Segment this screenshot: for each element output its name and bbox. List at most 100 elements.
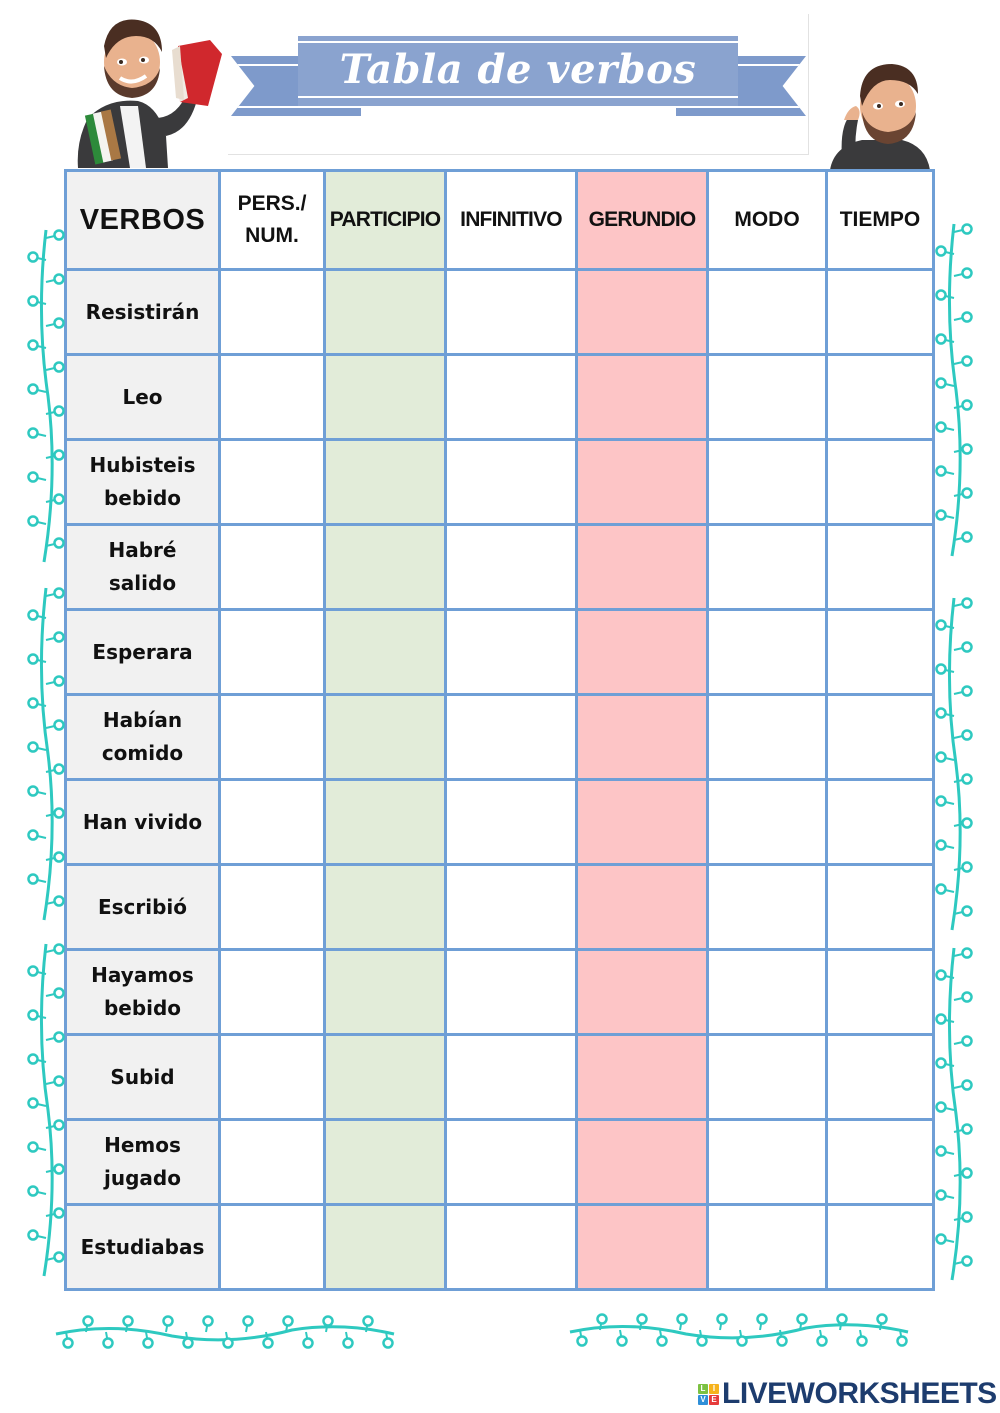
pers-num-input-cell[interactable] [218,693,326,781]
verb-cell: Subid [64,1033,221,1121]
tiempo-input-cell[interactable] [825,438,935,526]
gerundio-input-cell[interactable] [575,523,709,611]
infinitivo-input-cell[interactable] [444,608,578,696]
infinitivo-input-cell[interactable] [444,353,578,441]
verb-line2: jugado [104,1166,181,1190]
infinitivo-input-cell[interactable] [444,778,578,866]
pers-num-input-cell[interactable] [218,353,326,441]
pers-num-input-cell[interactable] [218,863,326,951]
tiempo-input-cell[interactable] [825,948,935,1036]
table-row: Habían comido [64,693,935,781]
modo-input-cell[interactable] [706,1033,828,1121]
participio-input-cell[interactable] [323,1118,447,1206]
infinitivo-input-cell[interactable] [444,1033,578,1121]
gerundio-input-cell[interactable] [575,608,709,696]
gerundio-input-cell[interactable] [575,778,709,866]
modo-input-cell[interactable] [706,1118,828,1206]
modo-input-cell[interactable] [706,1203,828,1291]
infinitivo-input-cell[interactable] [444,268,578,356]
teacher-avatar-reading-icon [77,19,222,168]
pers-num-input-cell[interactable] [218,778,326,866]
participio-input-cell[interactable] [323,778,447,866]
liveworksheets-logo[interactable]: L I V E LIVEWORKSHEETS [698,1377,997,1411]
gerundio-input-cell[interactable] [575,1203,709,1291]
logo-letter-e: E [709,1394,719,1405]
pers-num-input-cell[interactable] [218,1118,326,1206]
pers-num-input-cell[interactable] [218,1203,326,1291]
gerundio-input-cell[interactable] [575,693,709,781]
gerundio-input-cell[interactable] [575,863,709,951]
tiempo-input-cell[interactable] [825,353,935,441]
participio-input-cell[interactable] [323,523,447,611]
infinitivo-input-cell[interactable] [444,948,578,1036]
tiempo-input-cell[interactable] [825,693,935,781]
modo-input-cell[interactable] [706,523,828,611]
participio-input-cell[interactable] [323,1033,447,1121]
participio-input-cell[interactable] [323,353,447,441]
modo-input-cell[interactable] [706,778,828,866]
participio-input-cell[interactable] [323,948,447,1036]
infinitivo-input-cell[interactable] [444,693,578,781]
modo-input-cell[interactable] [706,353,828,441]
participio-input-cell[interactable] [323,438,447,526]
verb-line1: Hemos [104,1133,181,1157]
vine-left-bottom-icon [27,943,65,1277]
table-header-row: VERBOS PERS./ NUM. PARTICIPIO INFINITIVO… [64,169,935,271]
modo-input-cell[interactable] [706,693,828,781]
table-row: Esperara [64,608,935,696]
modo-input-cell[interactable] [706,948,828,1036]
gerundio-input-cell[interactable] [575,438,709,526]
participio-input-cell[interactable] [323,863,447,951]
pers-num-input-cell[interactable] [218,268,326,356]
verb-line1: Habían [102,708,183,732]
gerundio-input-cell[interactable] [575,948,709,1036]
table-row: Hubisteis bebido [64,438,935,526]
participio-input-cell[interactable] [323,608,447,696]
header-gerundio: GERUNDIO [575,169,709,271]
header-participio: PARTICIPIO [323,169,447,271]
pers-num-input-cell[interactable] [218,608,326,696]
gerundio-input-cell[interactable] [575,353,709,441]
infinitivo-input-cell[interactable] [444,1203,578,1291]
tiempo-input-cell[interactable] [825,608,935,696]
participio-input-cell[interactable] [323,1203,447,1291]
pers-num-input-cell[interactable] [218,438,326,526]
logo-letter-l: L [698,1383,708,1394]
tiempo-input-cell[interactable] [825,1118,935,1206]
gerundio-input-cell[interactable] [575,1033,709,1121]
tiempo-input-cell[interactable] [825,778,935,866]
header-pers-line1: PERS./ [237,192,307,215]
modo-input-cell[interactable] [706,268,828,356]
header-pers-line2: NUM. [245,224,299,247]
teacher-avatar-thinking-icon [830,64,930,170]
infinitivo-input-cell[interactable] [444,438,578,526]
table-row: Hayamos bebido [64,948,935,1036]
infinitivo-input-cell[interactable] [444,863,578,951]
tiempo-input-cell[interactable] [825,863,935,951]
modo-input-cell[interactable] [706,438,828,526]
verb-line1: Hayamos [91,963,194,987]
tiempo-input-cell[interactable] [825,1033,935,1121]
tiempo-input-cell[interactable] [825,523,935,611]
tiempo-input-cell[interactable] [825,268,935,356]
title-banner-frame [228,14,809,155]
tiempo-input-cell[interactable] [825,1203,935,1291]
logo-badge-icon: L I V E [698,1383,719,1405]
vine-bottom-right-icon [569,1313,909,1347]
infinitivo-input-cell[interactable] [444,1118,578,1206]
infinitivo-input-cell[interactable] [444,523,578,611]
participio-input-cell[interactable] [323,693,447,781]
gerundio-input-cell[interactable] [575,1118,709,1206]
pers-num-input-cell[interactable] [218,1033,326,1121]
participio-input-cell[interactable] [323,268,447,356]
verbs-table: VERBOS PERS./ NUM. PARTICIPIO INFINITIVO… [64,169,935,1291]
pers-num-input-cell[interactable] [218,948,326,1036]
vine-right-bottom-icon [935,947,973,1281]
modo-input-cell[interactable] [706,863,828,951]
pers-num-input-cell[interactable] [218,523,326,611]
vine-left-middle-icon [27,587,65,921]
verb-line1: Estudiabas [80,1234,205,1259]
logo-letter-v: V [698,1394,708,1405]
gerundio-input-cell[interactable] [575,268,709,356]
modo-input-cell[interactable] [706,608,828,696]
